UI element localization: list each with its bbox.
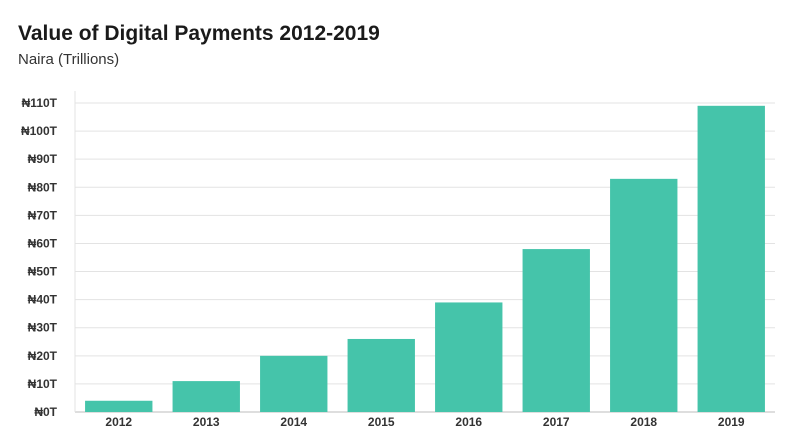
y-tick-label: ₦100T: [21, 124, 58, 138]
bar-2012: [85, 400, 153, 412]
bar-2017: [522, 249, 590, 412]
y-tick-label: ₦0T: [34, 405, 57, 419]
chart-title: Value of Digital Payments 2012-2019: [18, 22, 380, 45]
y-tick-label: ₦30T: [28, 321, 58, 335]
chart-subtitle: Naira (Trillions): [18, 51, 120, 68]
y-tick-label: ₦20T: [28, 349, 58, 363]
x-tick-label: 2014: [280, 415, 307, 429]
bar-2019: [697, 105, 765, 413]
x-tick-label: 2017: [543, 415, 570, 429]
x-tick-label: 2019: [718, 415, 745, 429]
bar-2016: [435, 302, 503, 412]
y-tick-label: ₦70T: [28, 208, 58, 222]
bar-2015: [347, 338, 415, 412]
x-tick-label: 2016: [455, 415, 482, 429]
bar-2013: [172, 381, 240, 412]
x-tick-label: 2018: [630, 415, 657, 429]
y-tick-label: ₦40T: [28, 293, 58, 307]
y-tick-label: ₦50T: [28, 265, 58, 279]
x-tick-label: 2012: [105, 415, 132, 429]
y-tick-label: ₦10T: [28, 377, 58, 391]
y-tick-label: ₦110T: [22, 96, 58, 110]
y-tick-label: ₦90T: [28, 152, 58, 166]
y-tick-label: ₦80T: [28, 180, 58, 194]
bar-2018: [610, 178, 678, 412]
x-tick-label: 2015: [368, 415, 395, 429]
bar-2014: [260, 355, 328, 412]
x-tick-label: 2013: [193, 415, 220, 429]
y-tick-label: ₦60T: [28, 236, 58, 250]
